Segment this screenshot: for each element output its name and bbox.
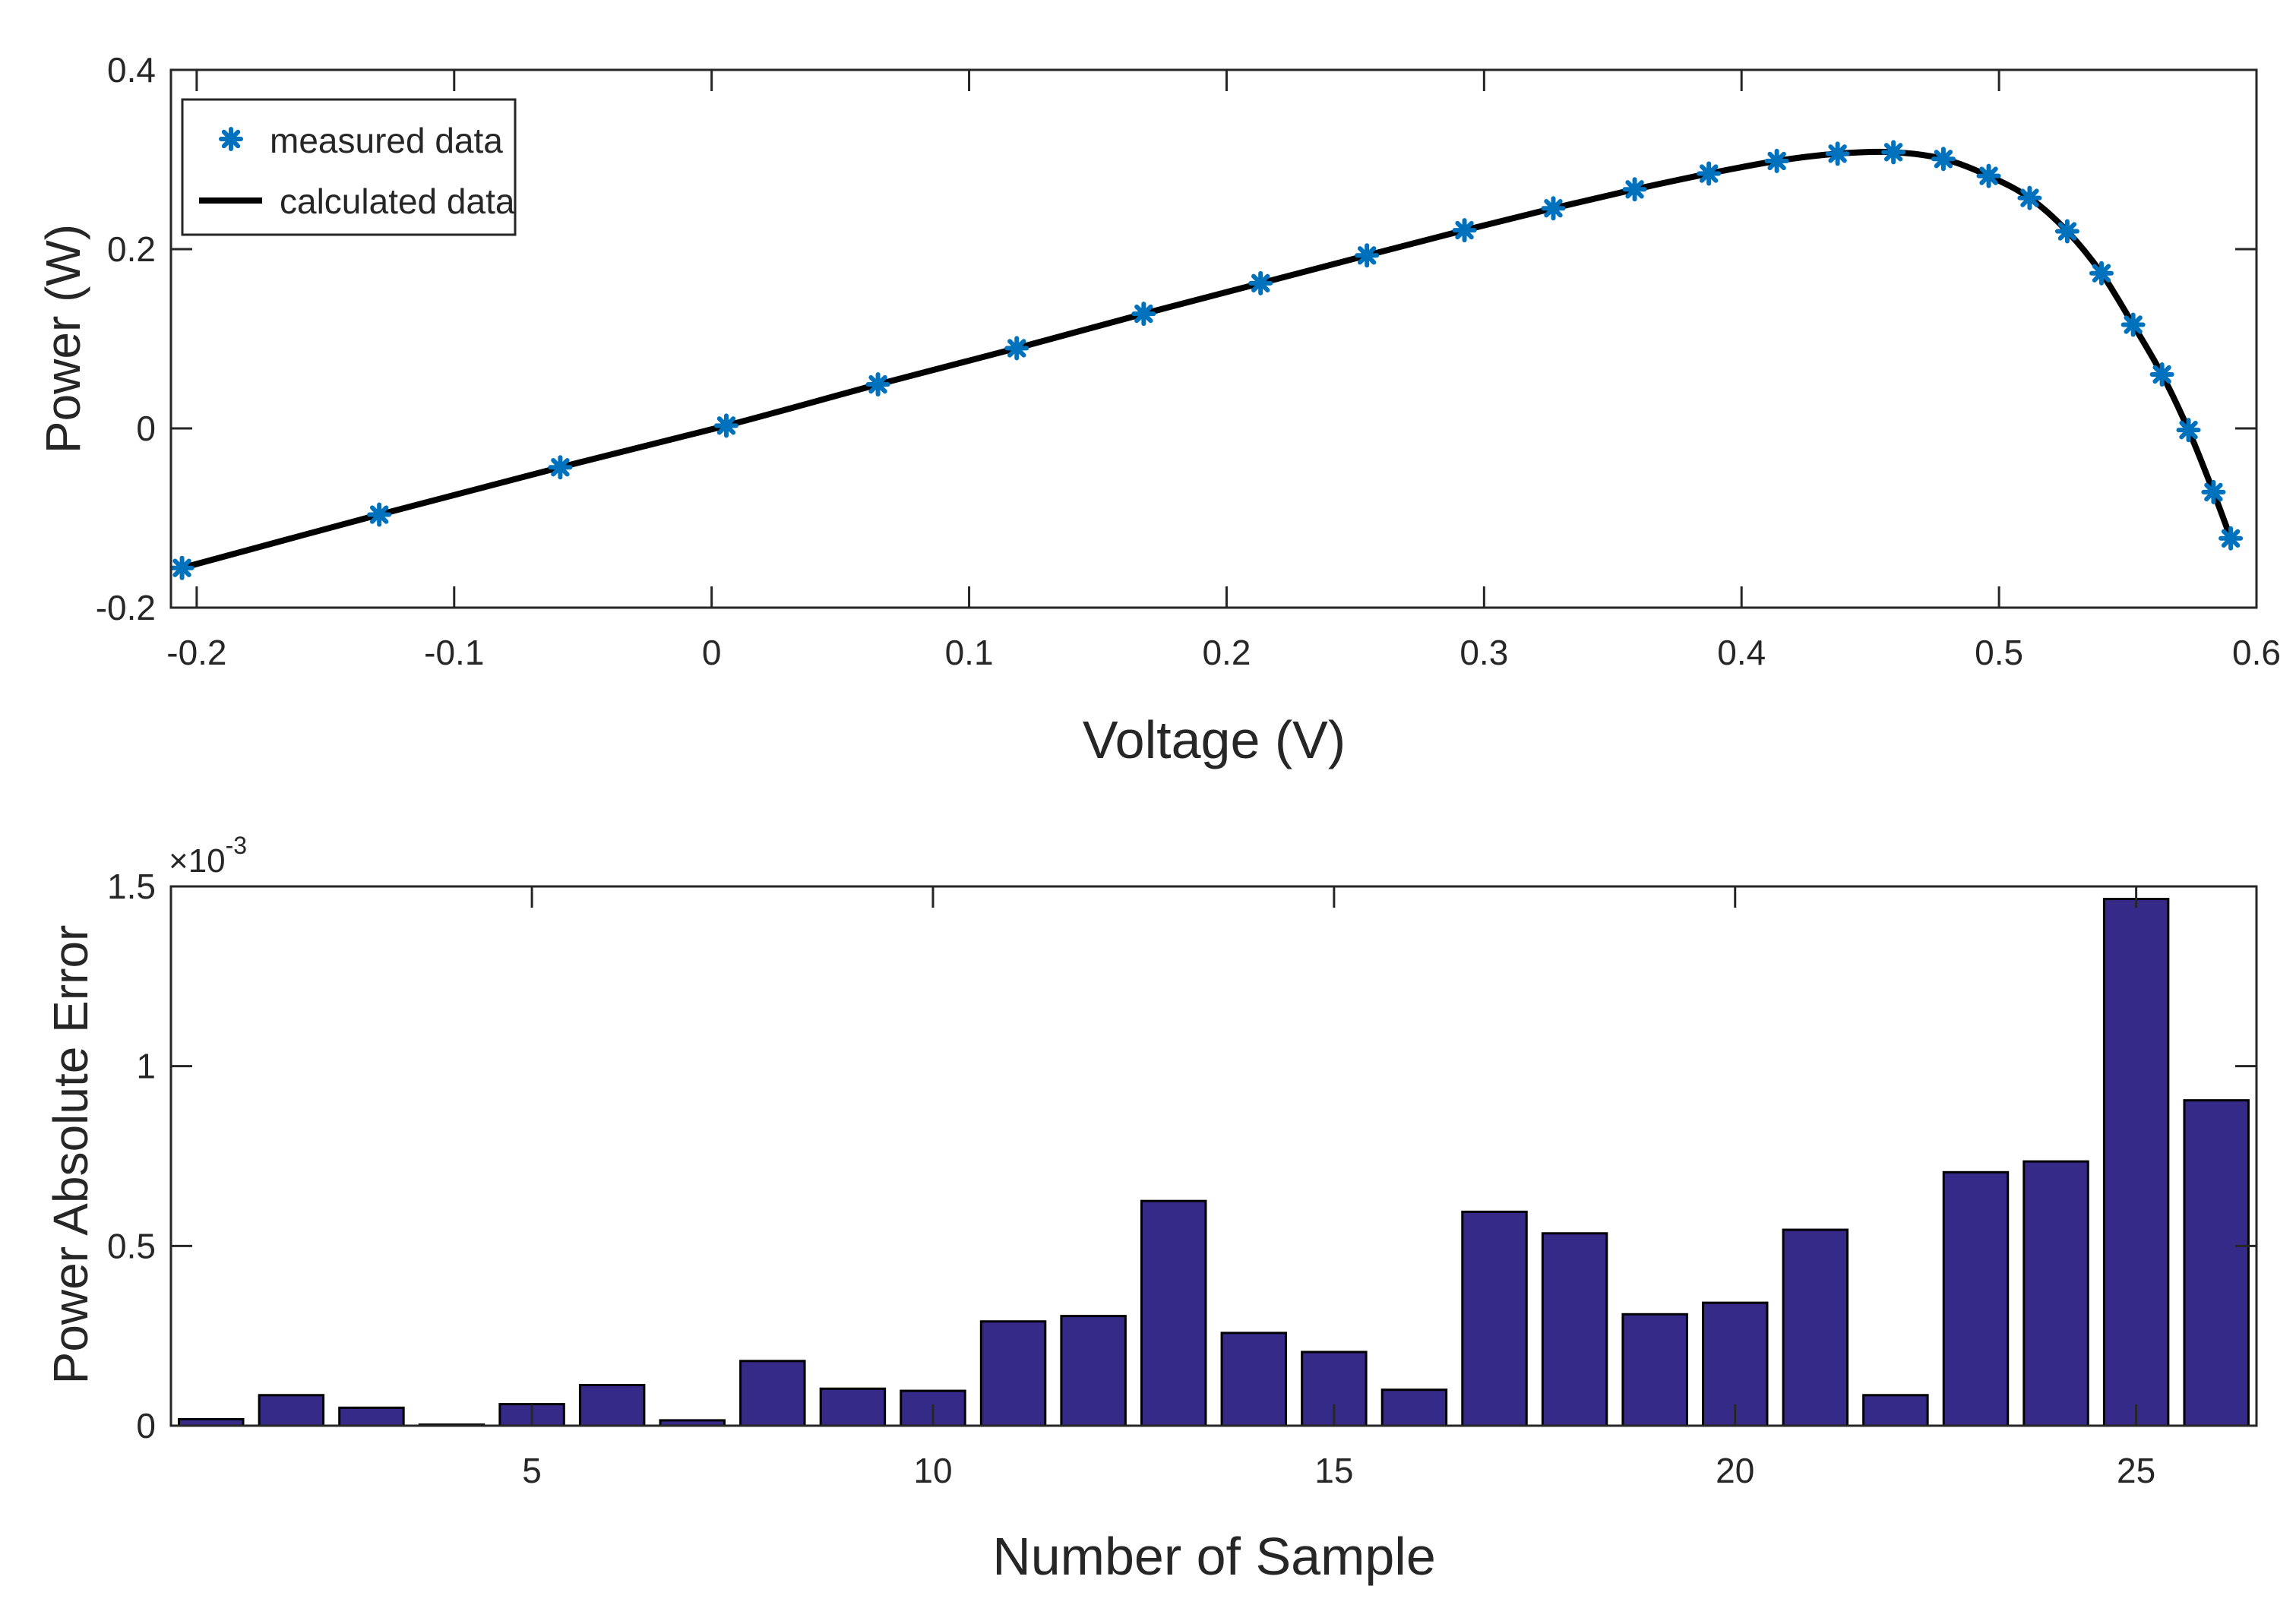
error-bar bbox=[979, 1320, 1047, 1427]
plot2-x-tick-label: 25 bbox=[2117, 1451, 2155, 1490]
legend-calculated-label: calculated data bbox=[280, 182, 515, 221]
error-bar bbox=[1541, 1232, 1608, 1427]
measured-data-point bbox=[1881, 140, 1906, 165]
plot1-axes-background bbox=[171, 70, 2256, 608]
plot2-x-tick-label: 5 bbox=[522, 1451, 542, 1490]
plot2-ticks: 5 10 15 20 25 0 0.5 1 1.5 bbox=[107, 867, 2256, 1490]
measured-data-point bbox=[367, 502, 392, 527]
plot2-y-tick-label: 0.5 bbox=[107, 1226, 156, 1265]
measured-data-point bbox=[2149, 362, 2174, 387]
measured-data-point bbox=[548, 455, 573, 480]
plot1-x-tick-label: -0.2 bbox=[166, 633, 226, 672]
plot1-x-tick-label: 0.5 bbox=[1975, 633, 2023, 672]
measured-data-point bbox=[2120, 312, 2146, 337]
plot1-y-tick-label: -0.2 bbox=[96, 588, 156, 627]
plot2-y-axis-label: Power Absolute Error bbox=[43, 925, 98, 1385]
error-bar bbox=[578, 1384, 646, 1427]
measured-data-point bbox=[1541, 196, 1566, 221]
plot1-y-tick-label: 0 bbox=[136, 409, 156, 448]
measured-data-point bbox=[1248, 270, 1273, 295]
measured-data-point bbox=[1355, 243, 1380, 268]
measured-data-point bbox=[2089, 261, 2114, 286]
plot2-x-tick-label: 20 bbox=[1716, 1451, 1754, 1490]
error-bar bbox=[1862, 1394, 1929, 1427]
error-bar bbox=[1461, 1210, 1528, 1427]
error-bar bbox=[1380, 1388, 1448, 1427]
legend-box bbox=[181, 98, 517, 236]
error-bar bbox=[2102, 898, 2170, 1427]
measured-data-point bbox=[1622, 177, 1647, 202]
measured-data-point bbox=[865, 372, 890, 397]
error-bar bbox=[1220, 1332, 1288, 1427]
plot2-y-tick-label: 1 bbox=[136, 1047, 156, 1086]
plot1-x-tick-label: 0.3 bbox=[1460, 633, 1508, 672]
error-bar bbox=[1060, 1315, 1127, 1427]
error-bar bbox=[739, 1360, 806, 1427]
plot1-x-tick-label: 0.2 bbox=[1202, 633, 1251, 672]
measured-data-point bbox=[1452, 218, 1477, 243]
plot2-x-tick-label: 10 bbox=[913, 1451, 952, 1490]
measured-data-point bbox=[1004, 336, 1029, 361]
plot1-x-tick-label: -0.1 bbox=[424, 633, 484, 672]
plot2-x-axis-label: Number of Sample bbox=[992, 1527, 1436, 1586]
measured-data-point bbox=[713, 413, 738, 438]
measured-data-point bbox=[1976, 163, 2001, 188]
measured-data-point bbox=[1764, 148, 1789, 173]
error-bar bbox=[2022, 1160, 2089, 1427]
legend-measured-marker bbox=[219, 127, 243, 151]
plot1-axes-box bbox=[169, 68, 2258, 609]
measured-data-point bbox=[2017, 185, 2042, 210]
error-bar bbox=[2183, 1099, 2250, 1427]
error-bar bbox=[1942, 1170, 2010, 1427]
plot1-x-axis-label: Voltage (V) bbox=[1083, 710, 1346, 769]
error-bar bbox=[1301, 1351, 1368, 1427]
error-bar bbox=[1782, 1228, 1849, 1427]
measured-data-point bbox=[2176, 418, 2201, 443]
measured-data-point bbox=[2201, 479, 2226, 504]
plot2-y-tick-label: 1.5 bbox=[107, 867, 156, 906]
plot2-y-tick-label: 0 bbox=[136, 1406, 156, 1445]
error-bar bbox=[1621, 1313, 1688, 1427]
plot1-y-tick-label: 0.2 bbox=[107, 229, 156, 269]
absolute-error-chart: 5 10 15 20 25 0 0.5 1 1.5 ×10-3 Number of Sample… bbox=[43, 832, 2258, 1586]
measured-data-point bbox=[1697, 161, 1722, 186]
plot2-exponent-label: ×10-3 bbox=[169, 832, 247, 880]
plot2-axes-background bbox=[171, 886, 2256, 1426]
power-voltage-chart: -0.2 -0.1 0 0.1 0.2 0.3 0.4 0.5 0.6 -0.2 0 0.2 0.4 V… bbox=[36, 50, 2281, 769]
error-bar bbox=[338, 1406, 405, 1427]
error-bar bbox=[1140, 1199, 1207, 1427]
plot2-axes-box bbox=[169, 885, 2258, 1427]
legend-asterisk bbox=[219, 127, 243, 151]
measured-data-point bbox=[169, 555, 194, 580]
plot1-ticks: -0.2 -0.1 0 0.1 0.2 0.3 0.4 0.5 0.6 -0.2 0 0.2 0.4 bbox=[96, 50, 2281, 672]
exponent-base: ×10 bbox=[169, 842, 226, 880]
plot1-legend: measured data calculated data bbox=[181, 98, 517, 236]
measured-data-point bbox=[1931, 147, 1956, 172]
plot2-x-tick-label: 15 bbox=[1314, 1451, 1353, 1490]
plot1-x-tick-label: 0.4 bbox=[1717, 633, 1766, 672]
measured-data-point bbox=[1131, 302, 1156, 327]
measured-data-point bbox=[2219, 526, 2244, 551]
error-bar bbox=[258, 1394, 325, 1427]
plot1-x-tick-label: 0 bbox=[702, 633, 722, 672]
error-bars bbox=[178, 898, 2250, 1427]
plot1-x-tick-label: 0.6 bbox=[2232, 633, 2281, 672]
measured-data-point bbox=[2054, 219, 2079, 244]
exponent-power: -3 bbox=[226, 832, 247, 859]
error-bar bbox=[819, 1387, 887, 1427]
legend-measured-label: measured data bbox=[270, 121, 503, 160]
plot1-y-axis-label: Power (W) bbox=[36, 224, 90, 453]
plot1-y-tick-label: 0.4 bbox=[107, 50, 156, 90]
measured-data-point bbox=[1825, 141, 1850, 166]
plot1-x-tick-label: 0.1 bbox=[945, 633, 994, 672]
measured-data-markers bbox=[169, 140, 2244, 580]
